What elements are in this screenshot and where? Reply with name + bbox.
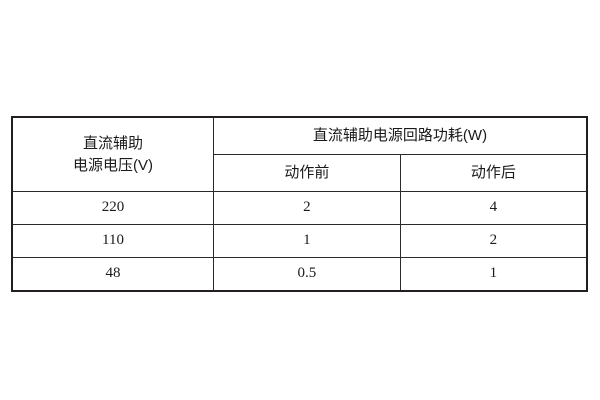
cell-before-action: 0.5 — [213, 257, 401, 292]
table-row: 220 2 4 — [11, 191, 588, 225]
header-voltage-line2: 电源电压(V) — [73, 156, 153, 174]
cell-after-action: 1 — [399, 257, 588, 292]
cell-after-action: 2 — [399, 224, 588, 258]
header-before-action: 动作前 — [213, 154, 401, 192]
cell-voltage: 110 — [11, 224, 214, 258]
cell-before-action: 1 — [213, 224, 401, 258]
cell-voltage: 48 — [11, 257, 214, 292]
header-power-consumption-span: 直流辅助电源回路功耗(W) — [213, 116, 588, 155]
dc-auxiliary-power-table: 直流辅助 电源电压(V) 直流辅助电源回路功耗(W) 动作前 动作后 220 2… — [11, 116, 588, 292]
table-header-row-primary: 直流辅助 电源电压(V) 直流辅助电源回路功耗(W) — [11, 116, 588, 192]
header-after-action: 动作后 — [399, 154, 588, 192]
cell-before-action: 2 — [213, 191, 401, 225]
spec-table-container: 直流辅助 电源电压(V) 直流辅助电源回路功耗(W) 动作前 动作后 220 2… — [11, 116, 588, 292]
table-row: 110 1 2 — [11, 224, 588, 258]
header-voltage-line1: 直流辅助 — [82, 134, 143, 152]
cell-voltage: 220 — [11, 191, 214, 225]
cell-after-action: 4 — [399, 191, 588, 225]
header-dc-auxiliary-voltage: 直流辅助 电源电压(V) — [11, 116, 214, 192]
table-row: 48 0.5 1 — [11, 257, 588, 292]
table-header-row-secondary: 动作前 动作后 — [12, 154, 588, 192]
